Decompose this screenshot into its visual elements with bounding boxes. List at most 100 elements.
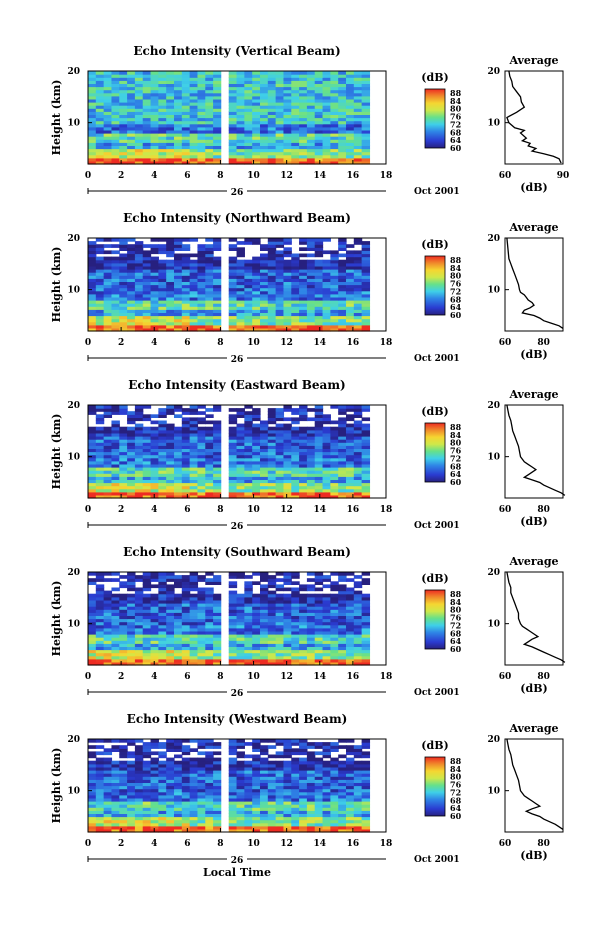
heatmap-cell bbox=[197, 405, 206, 409]
heatmap-cell bbox=[306, 98, 316, 103]
heatmap-cell bbox=[259, 491, 269, 496]
heatmap-cell bbox=[189, 782, 199, 787]
heatmap-cell bbox=[322, 154, 331, 159]
heatmap-cell bbox=[314, 290, 324, 295]
heatmap-cell bbox=[252, 281, 261, 286]
heatmap-cell bbox=[345, 151, 355, 156]
heatmap-cell bbox=[244, 606, 253, 610]
heatmap-cell bbox=[119, 773, 128, 777]
heatmap-cell bbox=[228, 476, 238, 480]
heatmap-cell bbox=[205, 148, 214, 153]
heatmap-cell bbox=[197, 804, 206, 808]
heatmap-cell bbox=[142, 637, 152, 641]
heatmap-cell bbox=[353, 95, 363, 100]
heatmap-cell bbox=[205, 810, 214, 814]
heatmap-cell bbox=[127, 807, 136, 811]
heatmap-cell bbox=[361, 797, 371, 802]
heatmap-cell bbox=[283, 86, 292, 91]
heatmap-cell bbox=[173, 429, 183, 434]
heatmap-cell bbox=[166, 429, 175, 434]
heatmap-cell bbox=[244, 454, 253, 459]
heatmap-cell bbox=[361, 405, 371, 409]
heatmap-cell bbox=[95, 139, 105, 143]
heatmap-cell bbox=[158, 244, 167, 248]
heatmap-cell bbox=[252, 80, 261, 84]
heatmap-cell bbox=[166, 315, 175, 320]
heatmap-cell bbox=[236, 782, 245, 787]
heatmap-cell bbox=[306, 253, 316, 258]
heatmap-cell bbox=[213, 470, 222, 474]
heatmap-cell bbox=[103, 804, 113, 808]
heatmap-cell bbox=[197, 133, 206, 137]
heatmap-cell bbox=[275, 804, 285, 808]
heatmap-cell bbox=[299, 624, 308, 629]
heatmap-cell bbox=[103, 813, 113, 818]
heatmap-cell bbox=[119, 157, 128, 162]
heatmap-cell bbox=[197, 494, 206, 499]
heatmap-cell bbox=[322, 77, 331, 81]
heatmap-cell bbox=[330, 479, 339, 484]
heatmap-cell bbox=[259, 89, 269, 94]
heatmap-cell bbox=[205, 757, 214, 762]
heatmap-cell bbox=[267, 148, 277, 153]
heatmap-cell bbox=[345, 801, 355, 805]
heatmap-cell bbox=[181, 615, 191, 620]
heatmap-cell bbox=[259, 655, 269, 660]
heatmap-cell bbox=[127, 436, 136, 440]
heatmap-cell bbox=[361, 318, 371, 323]
heatmap-cell bbox=[252, 599, 261, 604]
heatmap-cell bbox=[275, 259, 285, 264]
heatmap-cell bbox=[213, 816, 222, 821]
heatmap-cell bbox=[119, 117, 128, 122]
heatmap-cell bbox=[322, 578, 331, 582]
heatmap-cell bbox=[111, 157, 120, 162]
heatmap-cell bbox=[181, 92, 191, 97]
heatmap-cell bbox=[291, 494, 300, 499]
heatmap-cell bbox=[150, 256, 159, 261]
heatmap-cell bbox=[142, 275, 152, 279]
heatmap-cell bbox=[213, 408, 222, 412]
heatmap-cell bbox=[88, 275, 97, 279]
heatmap-cell bbox=[267, 123, 277, 128]
heatmap-cell bbox=[150, 324, 159, 329]
month-label: Oct 2001 bbox=[414, 354, 460, 364]
heatmap-cell bbox=[228, 451, 238, 456]
heatmap-cell bbox=[353, 281, 363, 286]
heatmap-cell bbox=[291, 763, 300, 768]
heatmap-cell bbox=[213, 405, 222, 409]
heatmap-cell bbox=[173, 621, 183, 626]
heatmap-cell bbox=[95, 275, 105, 279]
heatmap-cell bbox=[252, 807, 261, 811]
heatmap-cell bbox=[236, 640, 245, 644]
heatmap-cell bbox=[142, 661, 152, 666]
heatmap-cell bbox=[236, 306, 245, 310]
heatmap-cell bbox=[259, 825, 269, 830]
data-gap bbox=[221, 405, 226, 498]
heatmap-cell bbox=[291, 630, 300, 635]
heatmap-cell bbox=[158, 599, 167, 604]
heatmap-cell bbox=[119, 470, 128, 474]
heatmap-cell bbox=[197, 649, 206, 654]
heatmap-cell bbox=[361, 105, 371, 109]
heatmap-cell bbox=[166, 646, 175, 651]
heatmap-cell bbox=[283, 485, 292, 490]
heatmap-cell bbox=[353, 828, 363, 833]
heatmap-cell bbox=[181, 83, 191, 88]
heatmap-cell bbox=[291, 788, 300, 793]
heatmap-cell bbox=[88, 448, 97, 453]
heatmap-cell bbox=[189, 265, 199, 270]
heatmap-cell bbox=[338, 445, 347, 449]
heatmap-cell bbox=[252, 423, 261, 428]
heatmap-cell bbox=[127, 303, 136, 307]
heatmap-cell bbox=[127, 578, 136, 582]
heatmap-cell bbox=[213, 426, 222, 431]
heatmap-cell bbox=[189, 825, 199, 830]
heatmap-cell bbox=[181, 773, 191, 777]
heatmap-cell bbox=[189, 599, 199, 604]
heatmap-cell bbox=[244, 457, 253, 462]
heatmap-cell bbox=[259, 312, 269, 317]
heatmap-cell bbox=[259, 488, 269, 493]
heatmap-cell bbox=[88, 766, 97, 771]
heatmap-cell bbox=[111, 485, 120, 490]
heatmap-cell bbox=[361, 120, 371, 125]
